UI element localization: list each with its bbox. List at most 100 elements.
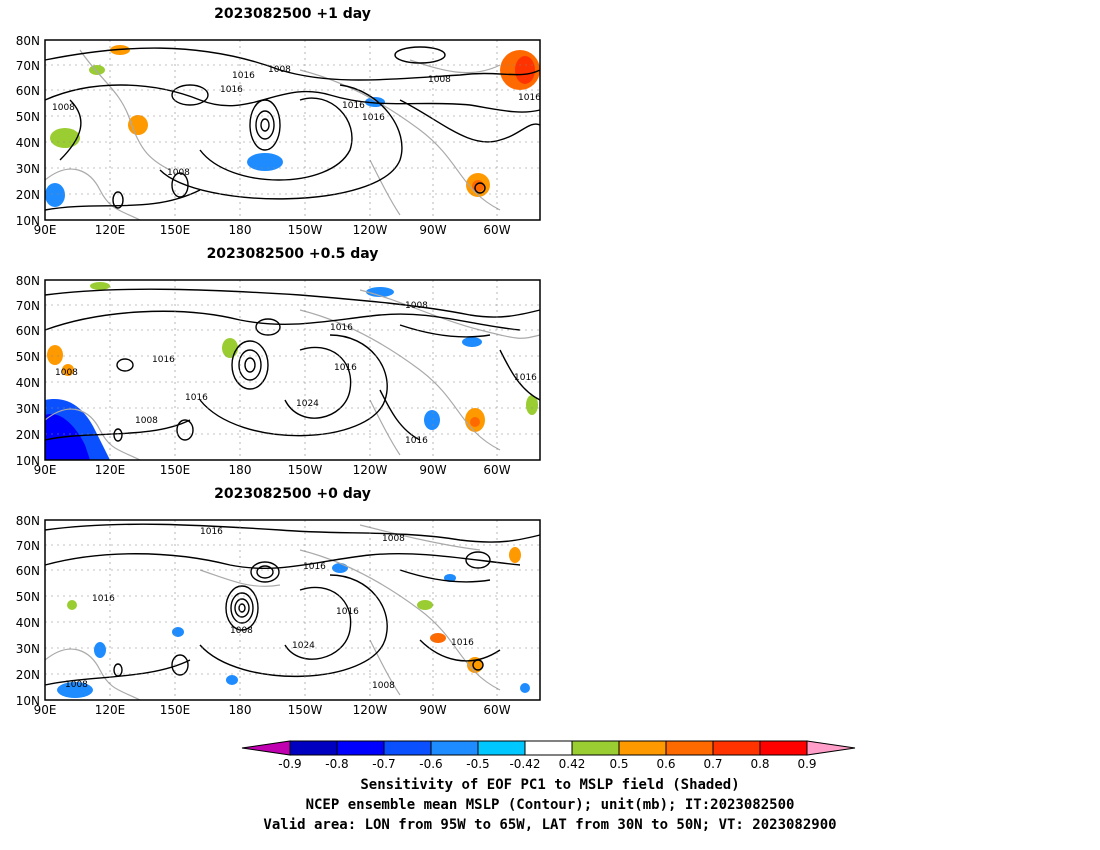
x-tick-label: 60W (483, 463, 510, 477)
map-frame (44, 279, 541, 461)
contour-label: 1024 (296, 399, 319, 409)
x-axis: 90E 120E 150E 180 150W 120W 90W 60W (34, 703, 511, 717)
contour-label: 1008 (382, 534, 405, 544)
y-tick-label: 40N (16, 136, 40, 150)
colorbar-box (759, 740, 808, 756)
contour-label: 1024 (292, 641, 315, 651)
y-tick-label: 60N (16, 324, 40, 338)
colorbar-box (383, 740, 432, 756)
x-tick-label: 150W (288, 463, 323, 477)
contour-label: 1016 (362, 113, 385, 123)
coastlines (44, 289, 541, 461)
contour-label: 1008 (405, 301, 428, 311)
contour-label: 1016 (200, 527, 223, 537)
colorbar-tick-label: 0.42 (559, 757, 586, 771)
map-plot: 1008 1016 1016 1008 1016 1016 1016 1008 … (16, 274, 541, 477)
x-tick-label: 120W (353, 223, 388, 237)
map-frame (44, 519, 541, 701)
caption-line-2: NCEP ensemble mean MSLP (Contour); unit(… (305, 797, 795, 813)
colorbar-tick-label: 0.7 (703, 757, 722, 771)
y-tick-label: 50N (16, 110, 40, 124)
y-tick-label: 20N (16, 428, 40, 442)
contour-label: 1016 (405, 436, 428, 446)
colorbar-box (336, 740, 385, 756)
x-tick-label: 120E (95, 463, 126, 477)
x-tick-label: 120W (353, 703, 388, 717)
x-tick-label: 90E (34, 703, 57, 717)
y-tick-label: 10N (16, 694, 40, 708)
contour-label: 1016 (303, 562, 326, 572)
x-tick-label: 150W (288, 703, 323, 717)
colorbar-box (477, 740, 526, 756)
contour-label: 1008 (428, 75, 451, 85)
y-tick-label: 70N (16, 59, 40, 73)
mslp-contours (44, 288, 541, 442)
caption-line-3: Valid area: LON from 95W to 65W, LAT fro… (263, 817, 837, 833)
x-tick-label: 90W (419, 463, 446, 477)
colorbar-box (571, 740, 620, 756)
colorbar-tick-label: 0.9 (797, 757, 816, 771)
contour-label: 1016 (92, 594, 115, 604)
contour-labels: 1016 1008 1016 1016 1016 1008 1024 1016 … (65, 527, 474, 691)
x-tick-label: 90E (34, 223, 57, 237)
x-tick-label: 150E (160, 223, 191, 237)
mslp-contours (44, 523, 541, 686)
contour-labels: 1008 1016 1016 1008 1016 1016 1016 1008 … (55, 301, 537, 446)
map-panel-2: 2023082500 +0.5 day (0, 246, 560, 488)
colorbar-tick-label: 0.6 (656, 757, 675, 771)
map-plot: 1016 1008 1016 1008 1008 1016 1016 1016 … (16, 34, 541, 237)
y-tick-label: 50N (16, 350, 40, 364)
lat-lon-grid (45, 40, 540, 220)
y-tick-label: 60N (16, 84, 40, 98)
contour-label: 1016 (514, 373, 537, 383)
contour-label: 1016 (342, 101, 365, 111)
x-axis: 90E 120E 150E 180 150W 120W 90W 60W (34, 463, 511, 477)
colorbar-tick-label: -0.42 (509, 757, 540, 771)
map-plot: 1016 1008 1016 1016 1016 1008 1024 1016 … (16, 514, 541, 717)
colorbar-box (289, 740, 338, 756)
sensitivity-shading (57, 547, 530, 698)
x-tick-label: 180 (229, 223, 252, 237)
map-panel-3: 2023082500 +0 day (0, 486, 560, 728)
contour-label: 1008 (372, 681, 395, 691)
y-axis: 80N 70N 60N 50N 40N 30N 20N 10N (16, 274, 40, 468)
y-tick-label: 60N (16, 564, 40, 578)
contour-label: 1008 (268, 65, 291, 75)
y-axis: 80N 70N 60N 50N 40N 30N 20N 10N (16, 514, 40, 708)
y-axis: 80N 70N 60N 50N 40N 30N 20N 10N (16, 34, 40, 228)
colorbar-tick-label: -0.7 (372, 757, 395, 771)
contour-label: 1016 (152, 355, 175, 365)
colorbar-over-triangle (806, 740, 856, 756)
colorbar-box (665, 740, 714, 756)
contour-labels: 1016 1008 1016 1008 1008 1016 1016 1016 … (52, 65, 541, 178)
y-tick-label: 30N (16, 402, 40, 416)
y-tick-label: 70N (16, 539, 40, 553)
contour-label: 1016 (185, 393, 208, 403)
map-panel-1: 2023082500 +1 day (0, 6, 560, 248)
y-tick-label: 20N (16, 668, 40, 682)
y-tick-label: 10N (16, 214, 40, 228)
colorbar-tick-label: -0.8 (325, 757, 348, 771)
x-tick-label: 90W (419, 703, 446, 717)
coastlines (44, 524, 501, 701)
mslp-contours (44, 46, 541, 211)
contour-label: 1016 (334, 363, 357, 373)
map-frame (44, 39, 541, 221)
colorbar-tick-label: 0.5 (609, 757, 628, 771)
caption-line-1: Sensitivity of EOF PC1 to MSLP field (Sh… (360, 777, 740, 793)
contour-label: 1008 (135, 416, 158, 426)
y-tick-label: 40N (16, 376, 40, 390)
contour-label: 1016 (518, 93, 541, 103)
x-tick-label: 60W (483, 703, 510, 717)
colorbar-box (524, 740, 573, 756)
contour-label: 1016 (330, 323, 353, 333)
lat-lon-grid (45, 280, 540, 460)
colorbar-box (618, 740, 667, 756)
contour-label: 1016 (451, 638, 474, 648)
panel-title: 2023082500 +0 day (214, 486, 371, 502)
contour-label: 1008 (65, 680, 88, 690)
y-tick-label: 10N (16, 454, 40, 468)
contour-label: 1008 (167, 168, 190, 178)
y-tick-label: 80N (16, 274, 40, 288)
y-tick-label: 30N (16, 162, 40, 176)
